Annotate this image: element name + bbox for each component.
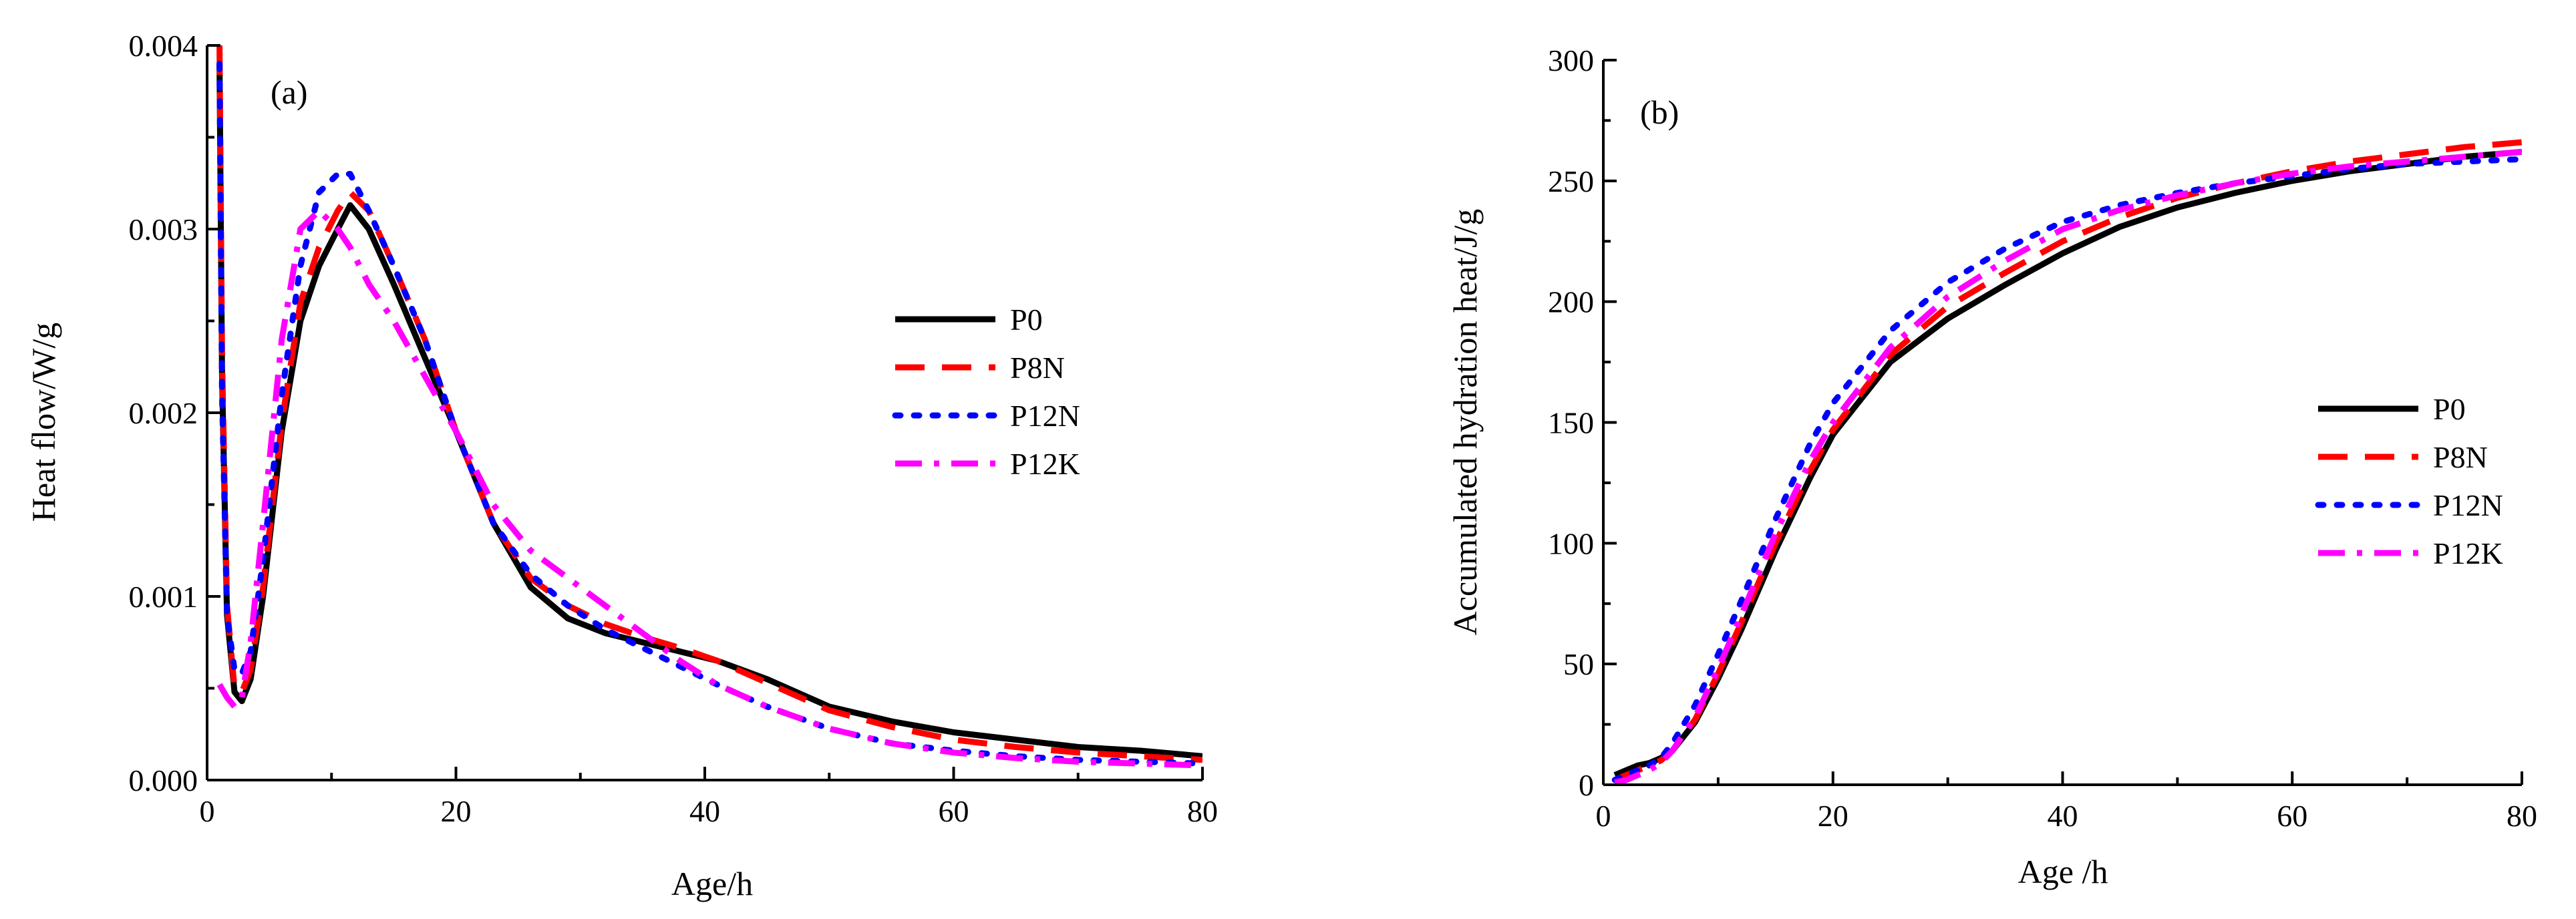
x-axis-title-b: Age /h bbox=[2018, 853, 2108, 890]
x-tick-label: 20 bbox=[441, 794, 472, 828]
panel-label-b: (b) bbox=[1640, 94, 1679, 131]
legend-label-p12n: P12N bbox=[2433, 488, 2503, 522]
legend-label-p12k: P12K bbox=[2433, 536, 2503, 570]
series-line-p12k bbox=[1614, 148, 2522, 785]
x-tick-label: 20 bbox=[1818, 799, 1848, 833]
legend: P0 P8N P12N P12K bbox=[2315, 392, 2503, 570]
y-tick-label: 0.002 bbox=[129, 396, 198, 430]
chart-panel-a: (a) Age/h Heat flow/W/g 0 20 40 60 80 0.000 0.… bbox=[25, 29, 1218, 902]
y-tick-label: 0.000 bbox=[129, 763, 198, 797]
legend-label-p0: P0 bbox=[1010, 303, 1043, 337]
legend-label-p0: P0 bbox=[2433, 392, 2466, 426]
legend-label-p8n: P8N bbox=[2433, 440, 2488, 474]
y-tick-label: 100 bbox=[1548, 526, 1594, 560]
legend-label-p12n: P12N bbox=[1010, 399, 1080, 433]
plot-area-b: 0 20 40 60 80 0 50 100 150 200 250 300 P0 P8N P12N P12K bbox=[1548, 43, 2537, 833]
x-axis-title-a: Age/h bbox=[671, 865, 753, 902]
y-tick-label: 0 bbox=[1579, 768, 1594, 802]
chart-panel-b: (b) Age /h Accumulated hydration heat/J/… bbox=[1446, 43, 2537, 890]
series-line-p0 bbox=[1613, 148, 2522, 778]
x-tick-label: 0 bbox=[200, 794, 215, 828]
x-tick-label: 40 bbox=[2048, 799, 2078, 833]
y-tick-label: 300 bbox=[1548, 43, 1594, 77]
y-tick-label: 50 bbox=[1563, 647, 1594, 681]
series-line-p8n bbox=[1613, 139, 2522, 783]
panel-label-a: (a) bbox=[271, 73, 308, 111]
y-tick-label: 0.004 bbox=[129, 29, 198, 63]
series-line-p12n bbox=[1611, 156, 2522, 783]
y-tick-label: 0.001 bbox=[129, 580, 198, 614]
x-tick-label: 40 bbox=[689, 794, 720, 828]
x-tick-label: 60 bbox=[2277, 799, 2307, 833]
x-tick-label: 80 bbox=[2507, 799, 2537, 833]
y-tick-label: 0.003 bbox=[129, 212, 198, 246]
y-tick-label: 150 bbox=[1548, 406, 1594, 440]
legend: P0 P8N P12N P12K bbox=[892, 303, 1080, 481]
y-tick-label: 250 bbox=[1548, 164, 1594, 198]
legend-label-p12k: P12K bbox=[1010, 447, 1080, 481]
plot-area-a: 0 20 40 60 800.0000.0010.0020.0030.004P0P8NP… bbox=[129, 29, 1219, 828]
x-tick-label: 60 bbox=[939, 794, 969, 828]
x-tick-label: 80 bbox=[1187, 794, 1218, 828]
y-axis-title-b: Accumulated hydration heat/J/g bbox=[1446, 209, 1484, 636]
y-tick-label: 200 bbox=[1548, 285, 1594, 319]
series-line-p12k bbox=[216, 208, 1202, 769]
legend-label-p8n: P8N bbox=[1010, 351, 1065, 385]
y-axis-title-a: Heat flow/W/g bbox=[25, 323, 62, 522]
x-tick-label: 0 bbox=[1596, 799, 1611, 833]
